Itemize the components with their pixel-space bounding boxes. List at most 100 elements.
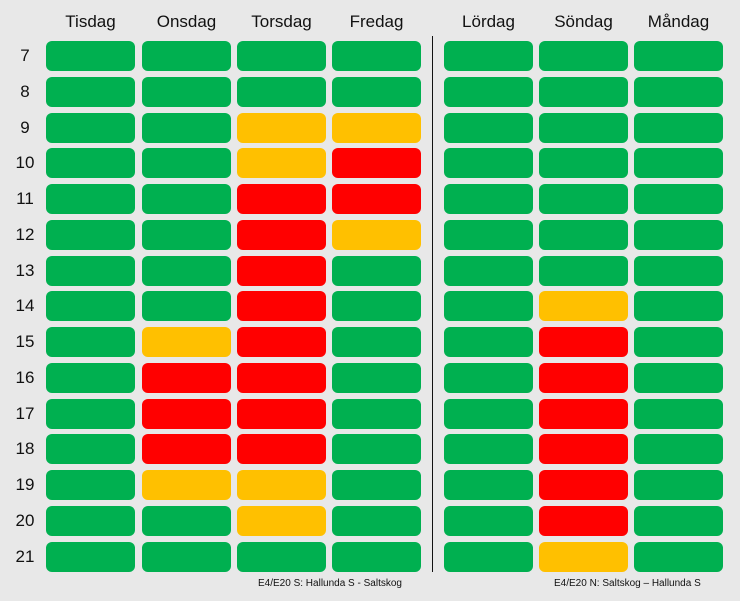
heatmap-cell-right	[444, 505, 533, 536]
heatmap-cell-left	[46, 434, 135, 465]
heatmap-cell-left	[332, 398, 421, 429]
heatmap-cell-right	[634, 255, 723, 286]
heatmap-cell-left	[237, 112, 326, 143]
heatmap-cell-left	[142, 291, 231, 322]
row-label-hour: 10	[15, 153, 35, 173]
heatmap-cell-left	[46, 362, 135, 393]
heatmap-cell-left	[142, 255, 231, 286]
heatmap-cell-left	[237, 398, 326, 429]
column-header-left-3: Fredag	[349, 12, 404, 31]
column-header-right-2: Måndag	[647, 12, 710, 31]
heatmap-cell-left	[46, 291, 135, 322]
heatmap-cell-right	[634, 41, 723, 71]
heatmap-cell-left	[237, 255, 326, 286]
heatmap-cell-left	[237, 434, 326, 465]
heatmap-cell-left	[237, 362, 326, 393]
column-header-right-0: Lördag	[462, 12, 515, 31]
heatmap-cell-left	[46, 112, 135, 143]
heatmap-cell-left	[237, 148, 326, 179]
heatmap-cell-left	[237, 219, 326, 250]
heatmap-cell-right	[539, 112, 628, 143]
heatmap-cell-left	[142, 184, 231, 214]
heatmap-cell-right	[539, 219, 628, 250]
row-label-hour: 15	[15, 332, 35, 351]
heatmap-cell-right	[539, 505, 628, 536]
heatmap-cell-right	[444, 541, 533, 572]
heatmap-cell-right	[539, 41, 628, 71]
heatmap-cell-right	[444, 470, 533, 500]
heatmap-cell-right	[634, 76, 723, 107]
heatmap-cell-left	[46, 398, 135, 429]
heatmap-cell-right	[634, 541, 723, 572]
row-label-hour: 14	[15, 296, 35, 316]
heatmap-cell-right	[444, 219, 533, 250]
heatmap-cell-left	[237, 505, 326, 536]
row-label-hour: 8	[20, 81, 30, 101]
heatmap-cell-left	[332, 505, 421, 536]
heatmap-cell-right	[444, 434, 533, 465]
heatmap-cell-right	[444, 76, 533, 107]
heatmap-cell-left	[237, 327, 326, 357]
heatmap-cell-left	[142, 219, 231, 250]
panel-divider	[432, 36, 433, 572]
left-footer: E4/E20 S: Hallunda S - Saltskog	[258, 578, 402, 589]
heatmap-cell-left	[142, 112, 231, 143]
heatmap-cell-left	[332, 41, 421, 71]
row-label-hour: 19	[15, 475, 35, 494]
heatmap-cell-left	[237, 470, 326, 500]
heatmap-cell-right	[634, 398, 723, 429]
column-header-left-2: Torsdag	[251, 12, 312, 31]
heatmap-cell-left	[142, 76, 231, 107]
heatmap-cell-right	[539, 362, 628, 393]
heatmap-cell-right	[539, 184, 628, 214]
heatmap-cell-right	[444, 327, 533, 357]
heatmap-cell-left	[332, 470, 421, 500]
heatmap-cell-left	[46, 255, 135, 286]
heatmap-cell-right	[539, 291, 628, 322]
heatmap-cell-left	[332, 148, 421, 179]
heatmap-cell-left	[142, 41, 231, 71]
column-header-left-0: Tisdag	[65, 12, 116, 31]
heatmap-cell-left	[142, 470, 231, 500]
heatmap-cell-left	[142, 541, 231, 572]
heatmap-cell-right	[634, 219, 723, 250]
heatmap-cell-right	[444, 398, 533, 429]
heatmap-cell-left	[142, 434, 231, 465]
heatmap-cell-left	[237, 41, 326, 71]
column-header-left-1: Onsdag	[156, 12, 217, 31]
heatmap-cell-right	[539, 470, 628, 500]
heatmap-cell-left	[46, 505, 135, 536]
heatmap-cell-left	[332, 112, 421, 143]
row-label-hour: 9	[20, 117, 30, 137]
heatmap-cell-left	[142, 398, 231, 429]
heatmap-cell-right	[444, 255, 533, 286]
heatmap-cell-left	[332, 255, 421, 286]
heatmap-cell-right	[444, 362, 533, 393]
heatmap-cell-right	[539, 541, 628, 572]
heatmap-cell-left	[142, 505, 231, 536]
heatmap-cell-left	[332, 362, 421, 393]
heatmap-cell-right	[634, 434, 723, 465]
heatmap-cell-right	[444, 184, 533, 214]
heatmap-cell-left	[332, 434, 421, 465]
heatmap-cell-left	[332, 541, 421, 572]
heatmap-cell-right	[634, 505, 723, 536]
right-footer: E4/E20 N: Saltskog – Hallunda S	[554, 578, 701, 589]
row-label-hour: 20	[15, 510, 35, 530]
heatmap-cell-left	[46, 219, 135, 250]
heatmap-cell-left	[142, 327, 231, 357]
heatmap-cell-left	[142, 362, 231, 393]
row-label-hour: 21	[15, 546, 35, 566]
heatmap-cell-left	[46, 41, 135, 71]
heatmap-cell-right	[444, 291, 533, 322]
column-header-right-1: Söndag	[554, 12, 613, 31]
heatmap-cell-left	[237, 184, 326, 214]
heatmap-cell-left	[46, 148, 135, 179]
heatmap-cell-left	[46, 470, 135, 500]
heatmap-cell-right	[634, 470, 723, 500]
heatmap-cell-left	[237, 76, 326, 107]
row-label-hour: 16	[15, 367, 35, 387]
heatmap-cell-right	[444, 112, 533, 143]
heatmap-cell-right	[634, 327, 723, 357]
